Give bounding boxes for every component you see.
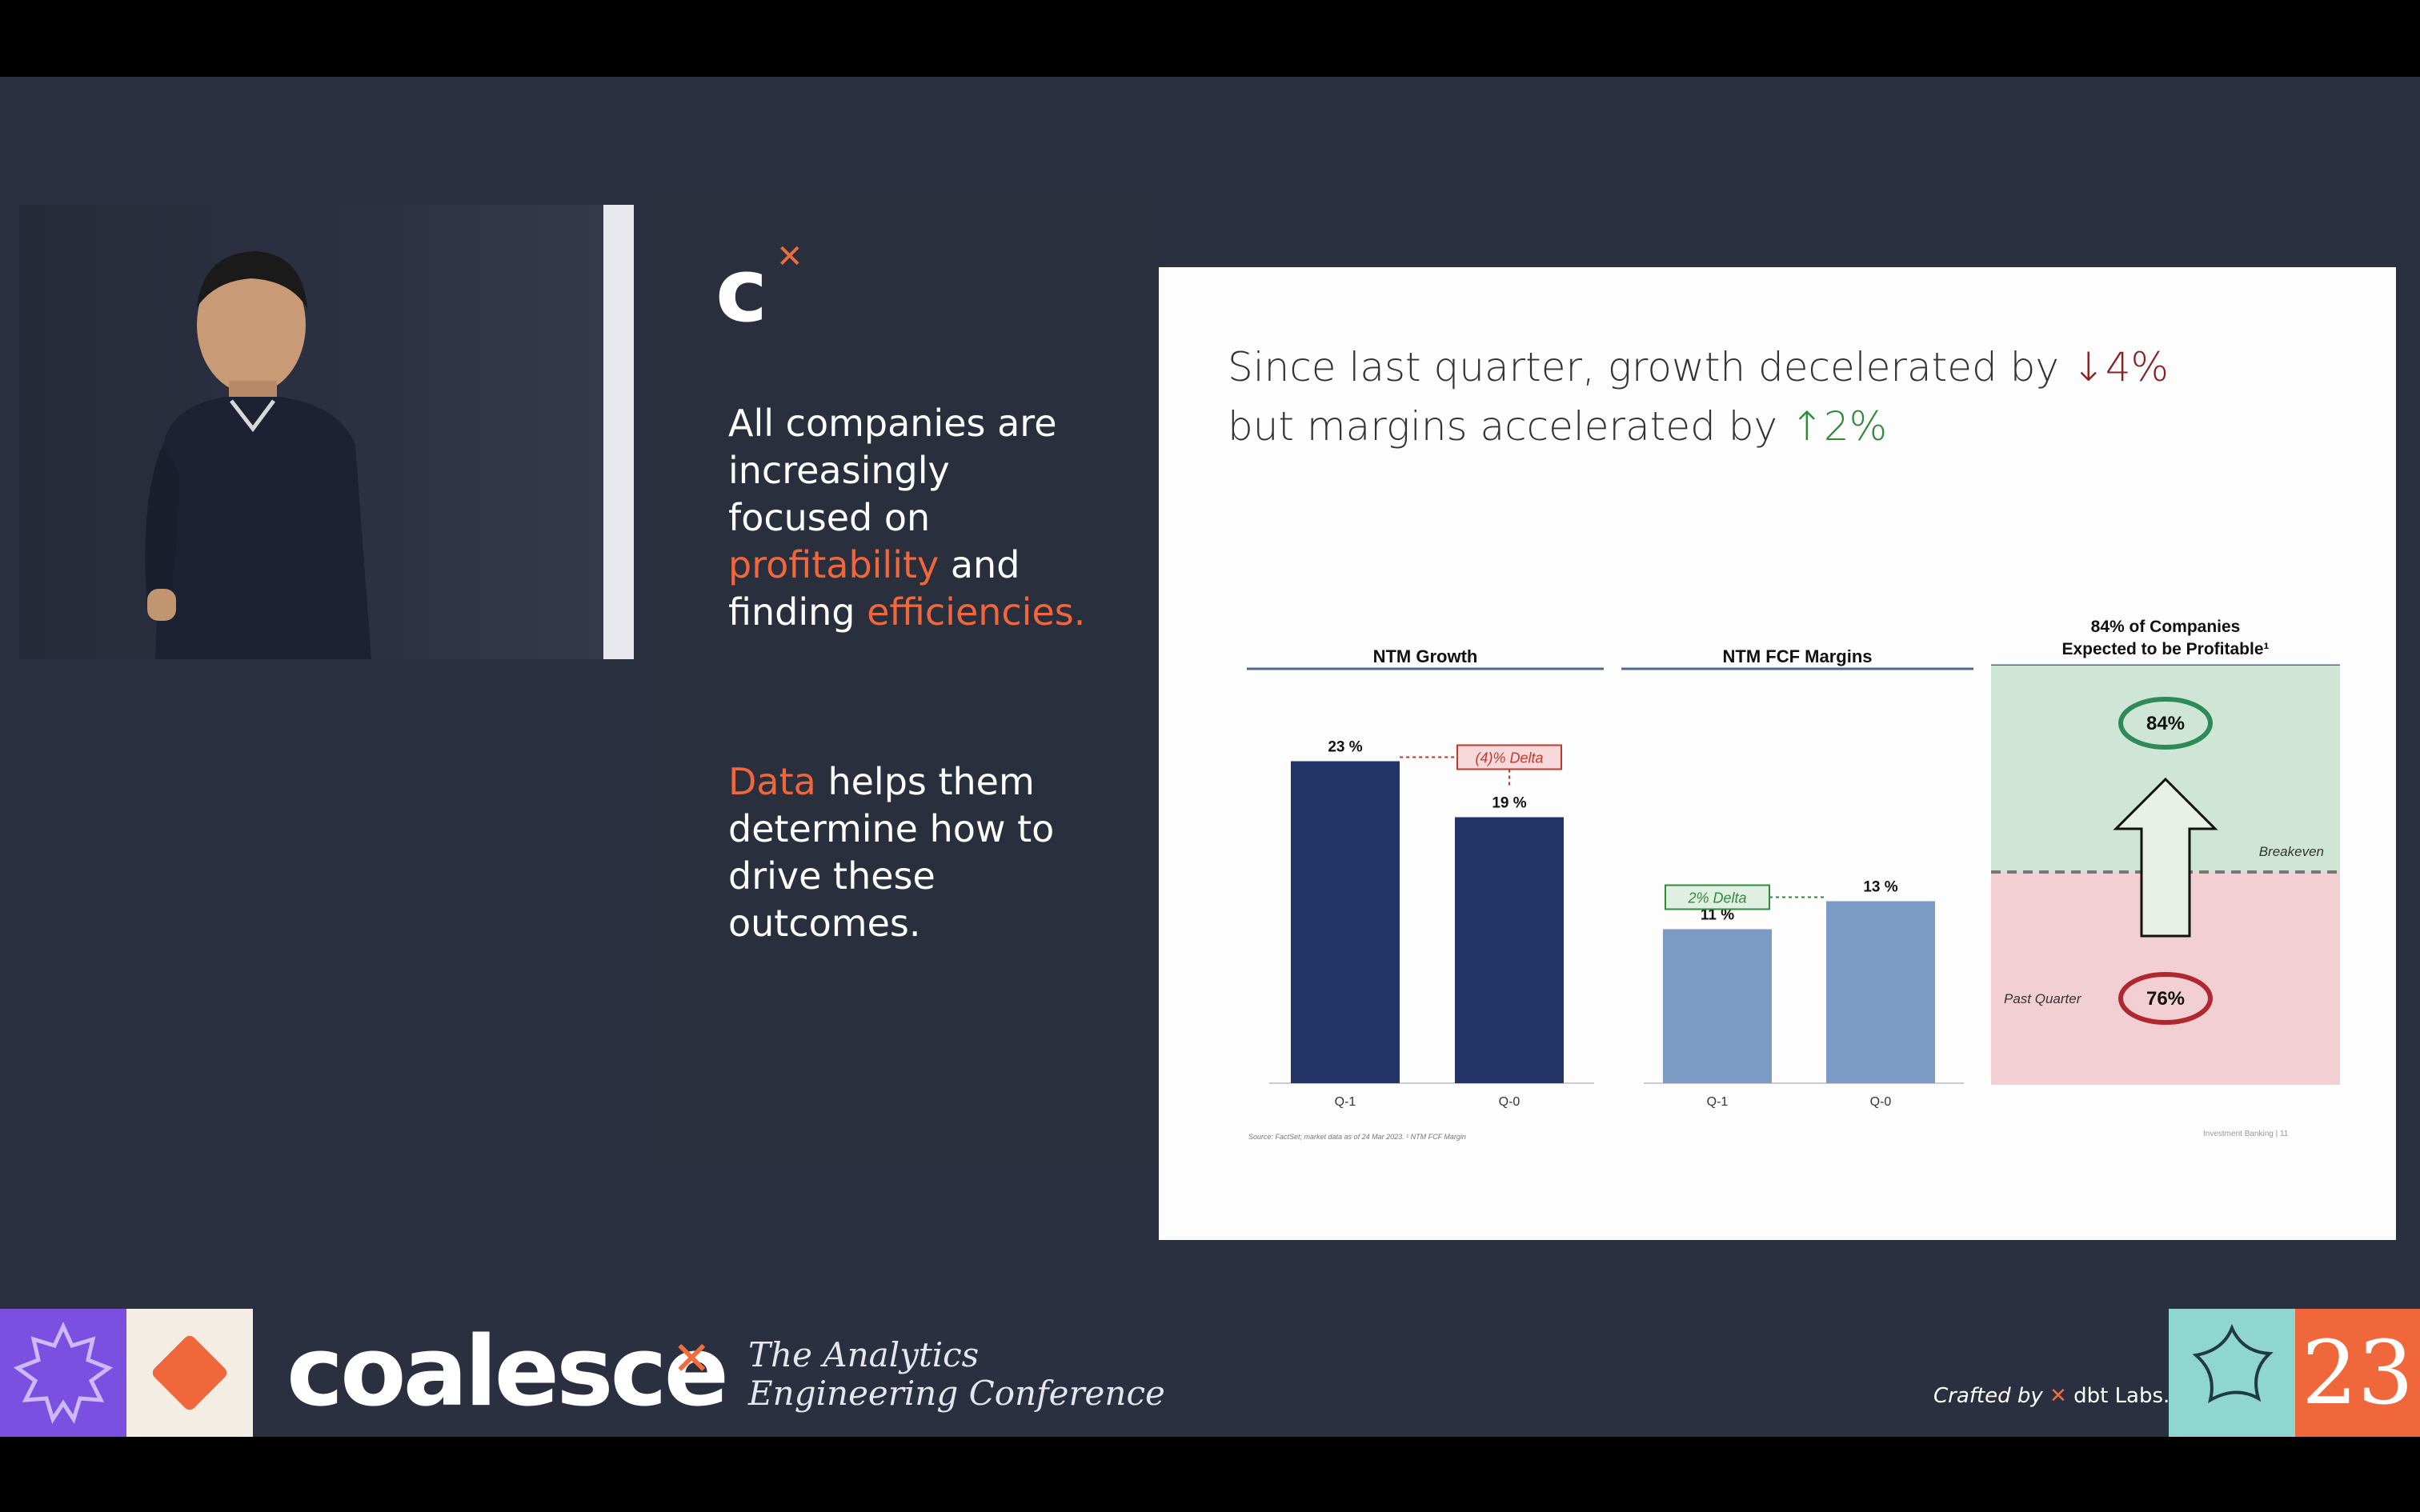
chart-title: 84% of Companies (2091, 618, 2241, 636)
data-claim-text: Data helps them determine how to drive t… (728, 758, 1144, 947)
tagline: The Analytics Engineering Conference (748, 1336, 1165, 1413)
bar-value-label: 11 % (1701, 907, 1734, 924)
breakeven-label: Breakeven (2259, 844, 2324, 859)
bar-value-label: 19 % (1492, 795, 1526, 812)
coalesce-logo: c (715, 239, 768, 342)
delta-label: (4)% Delta (1475, 750, 1543, 766)
claim-line: finding efficiencies. (728, 589, 1144, 636)
chart-title: NTM FCF Margins (1723, 646, 1873, 666)
current-circle (2118, 697, 2213, 750)
highlight-data: Data (728, 760, 816, 803)
growth-delta: ↓4% (2071, 344, 2170, 390)
crafted-label: Crafted by (1933, 1384, 2043, 1408)
claim-line: profitability and (728, 542, 1144, 589)
message-panel: c ✕ All companies are increasingly focus… (658, 190, 1159, 1163)
brand-x-icon: ✕ (672, 1331, 711, 1386)
speaker-video (19, 205, 634, 659)
source-note: Source: FactSet; market data as of 24 Ma… (1248, 1133, 1466, 1141)
brand-wordmark: coalesce (286, 1317, 729, 1428)
delta-label: 2% Delta (1687, 890, 1746, 906)
past-circle (2118, 972, 2213, 1025)
category-label: Q-0 (1499, 1095, 1521, 1109)
claim-line: outcomes. (728, 902, 921, 945)
diamond-tile (126, 1309, 253, 1437)
chart-bar (1455, 817, 1564, 1083)
category-label: Q-0 (1870, 1095, 1892, 1109)
tagline-line: Engineering Conference (748, 1374, 1165, 1413)
claim-line: determine how to (728, 807, 1055, 850)
speaker-figure (145, 251, 371, 659)
claim-word: helps them (815, 760, 1035, 803)
star-icon (2192, 1323, 2274, 1403)
chart-title: Expected to be Profitable¹ (2061, 640, 2269, 658)
claim-word: finding (728, 590, 867, 634)
chart-title: NTM Growth (1373, 646, 1478, 666)
claim-text: All companies are increasingly focused o… (728, 400, 1144, 636)
highlight-efficiencies: efficiencies. (867, 590, 1086, 634)
diamond-icon (152, 1335, 227, 1410)
slide-headline: Since last quarter, growth decelerated b… (1228, 338, 2169, 456)
year-tile: 23 (2295, 1309, 2420, 1437)
delta-box (1665, 884, 1770, 910)
burst-icon (13, 1321, 114, 1424)
tagline-line: The Analytics (748, 1335, 980, 1374)
crafted-by: Crafted by ✕ dbt Labs. (1933, 1384, 2170, 1408)
claim-line: increasingly (728, 449, 950, 492)
claim-line: focused on (728, 496, 931, 539)
past-quarter-label: Past Quarter (2004, 991, 2082, 1006)
logo-x-icon: ✕ (776, 238, 803, 275)
claim-word: and (939, 543, 1020, 586)
dbt-labs-logo: dbt Labs. (2073, 1384, 2170, 1408)
delta-box (1456, 744, 1562, 770)
current-value-label: 84% (2146, 713, 2185, 734)
conference-banner: coalesce ✕ The Analytics Engineering Con… (0, 1309, 2420, 1437)
past-value-label: 76% (2146, 988, 2185, 1010)
category-label: Q-1 (1335, 1095, 1356, 1109)
teal-tile (2169, 1309, 2295, 1437)
bar-value-label: 23 % (1328, 739, 1362, 756)
page-label: Investment Banking | 11 (2203, 1130, 2289, 1138)
headline-text: Since last quarter, growth decelerated b… (1228, 344, 2072, 390)
claim-line: drive these (728, 854, 936, 898)
category-label: Q-1 (1707, 1095, 1729, 1109)
margin-delta: ↑2% (1789, 403, 1888, 450)
improvement-arrow (2113, 777, 2218, 938)
chart-bar (1291, 761, 1400, 1083)
chart-bar (1663, 929, 1772, 1083)
purple-tile (0, 1309, 126, 1437)
highlight-profitability: profitability (728, 543, 940, 586)
bar-value-label: 13 % (1863, 879, 1897, 896)
dbt-x-icon: ✕ (2049, 1384, 2067, 1408)
headline-text: but margins accelerated by (1228, 403, 1790, 450)
chart-bar (1826, 901, 1935, 1083)
presentation-slide: Since last quarter, growth decelerated b… (1159, 267, 2396, 1240)
claim-line: Data helps them (728, 758, 1144, 806)
charts-svg: NTM Growth 23 % Q-1 19 % Q-0 (4)% Delta NTM FC… (1247, 618, 2340, 1109)
claim-line: All companies are (728, 402, 1057, 445)
